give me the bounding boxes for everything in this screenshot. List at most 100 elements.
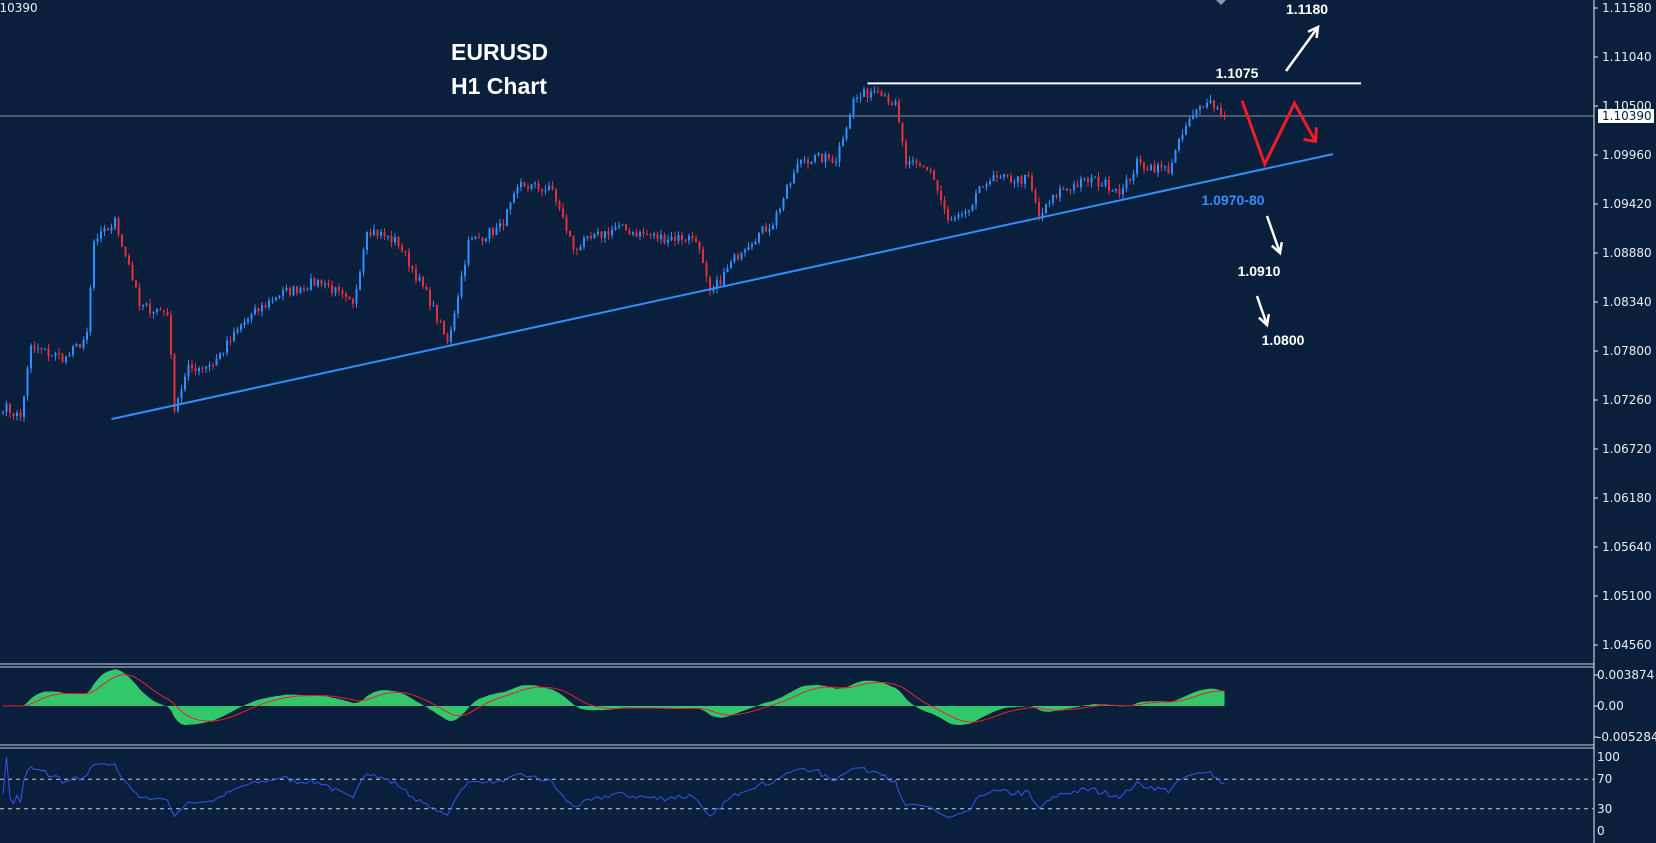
candle-body — [16, 412, 18, 417]
candle-body — [443, 321, 445, 335]
candle-body — [310, 278, 312, 290]
chart-subtitle: H1 Chart — [451, 73, 547, 99]
candle-body — [471, 239, 473, 241]
corner-price-label: 1.10390 — [0, 1, 38, 15]
candle-body — [166, 312, 169, 316]
candle-body — [299, 288, 302, 294]
candle-body — [880, 92, 883, 97]
candle-body — [583, 237, 585, 248]
candle-body — [691, 235, 694, 239]
arrow-down-icon-head — [1270, 241, 1284, 256]
candle-body — [723, 271, 725, 286]
candle-body — [579, 247, 582, 251]
candle-body — [569, 230, 571, 237]
candle-body — [940, 190, 942, 201]
candle-body — [1195, 109, 1198, 115]
candle-body — [495, 227, 498, 236]
candle-body — [576, 249, 578, 251]
candle-body — [425, 286, 428, 291]
candle-body — [114, 218, 116, 228]
candle-body — [5, 403, 8, 412]
candle-body — [1171, 162, 1173, 174]
candle-body — [1027, 174, 1030, 177]
candle-body — [1160, 164, 1163, 168]
candle-body — [79, 344, 81, 348]
candle-body — [429, 290, 431, 307]
candle-body — [922, 165, 925, 168]
candle-body — [352, 299, 354, 304]
candle-body — [145, 303, 148, 305]
price-tick-label: 1.07800 — [1602, 344, 1652, 358]
candle-body — [1206, 102, 1208, 108]
price-tick-label: 1.04560 — [1602, 638, 1652, 652]
candle-body — [905, 141, 907, 165]
price-tick-label: 1.05100 — [1602, 589, 1652, 603]
projection-arrow-head-icon — [1303, 127, 1318, 144]
candle-body — [761, 226, 764, 233]
candle-body — [12, 413, 15, 417]
candle-body — [964, 211, 967, 215]
candle-body — [1167, 166, 1170, 174]
candle-body — [1055, 195, 1058, 198]
candle-body — [933, 170, 935, 181]
candle-body — [474, 237, 477, 240]
candle-body — [541, 189, 543, 192]
candle-body — [730, 261, 732, 269]
candle-body — [1125, 179, 1128, 189]
price-tick-label: 1.07260 — [1602, 393, 1652, 407]
candle-body — [54, 353, 57, 356]
candle-body — [317, 279, 319, 286]
candle-body — [978, 186, 981, 194]
candle-body — [376, 229, 379, 236]
candle-body — [534, 183, 536, 185]
candle-body — [1038, 201, 1040, 217]
candle-body — [803, 159, 806, 161]
candle-body — [1153, 165, 1156, 173]
candle-body — [170, 315, 172, 355]
candle-body — [1013, 182, 1016, 184]
candle-body — [551, 185, 554, 190]
candle-body — [891, 102, 893, 106]
candle-body — [915, 160, 918, 164]
candle-body — [817, 153, 820, 156]
candle-body — [726, 268, 729, 272]
candle-body — [205, 366, 207, 369]
candle-body — [9, 403, 11, 414]
candle-body — [824, 153, 827, 163]
candle-body — [1192, 114, 1194, 120]
candle-body — [688, 235, 690, 241]
candle-body — [611, 229, 613, 236]
rsi-tick-label: 70 — [1597, 772, 1612, 786]
candle-body — [499, 223, 501, 228]
candle-body — [51, 355, 53, 357]
candle-body — [957, 214, 960, 218]
candle-body — [509, 202, 512, 210]
candle-body — [1034, 190, 1037, 202]
candle-body — [1223, 115, 1226, 117]
candle-body — [68, 354, 71, 357]
candle-body — [996, 175, 998, 178]
candle-body — [40, 348, 43, 350]
candle-body — [565, 216, 568, 231]
candle-body — [782, 198, 785, 210]
candle-body — [779, 209, 781, 213]
candle-body — [772, 225, 774, 230]
current-price-tag-label: 1.10390 — [1602, 109, 1652, 123]
candle-body — [649, 234, 652, 236]
candle-body — [1024, 174, 1026, 184]
candle-body — [1048, 202, 1051, 204]
candle-body — [1052, 195, 1054, 203]
candle-body — [1129, 179, 1131, 181]
price-tick-label: 1.09960 — [1602, 148, 1652, 162]
macd-tick-label: -0.005284 — [1597, 730, 1656, 744]
candle-body — [387, 235, 389, 237]
candle-body — [334, 287, 337, 293]
candle-body — [1010, 176, 1012, 183]
candle-body — [586, 236, 589, 238]
candle-body — [1041, 212, 1044, 217]
candle-body — [271, 300, 274, 302]
candle-body — [422, 277, 424, 287]
candle-body — [600, 231, 603, 238]
candle-body — [821, 153, 823, 163]
